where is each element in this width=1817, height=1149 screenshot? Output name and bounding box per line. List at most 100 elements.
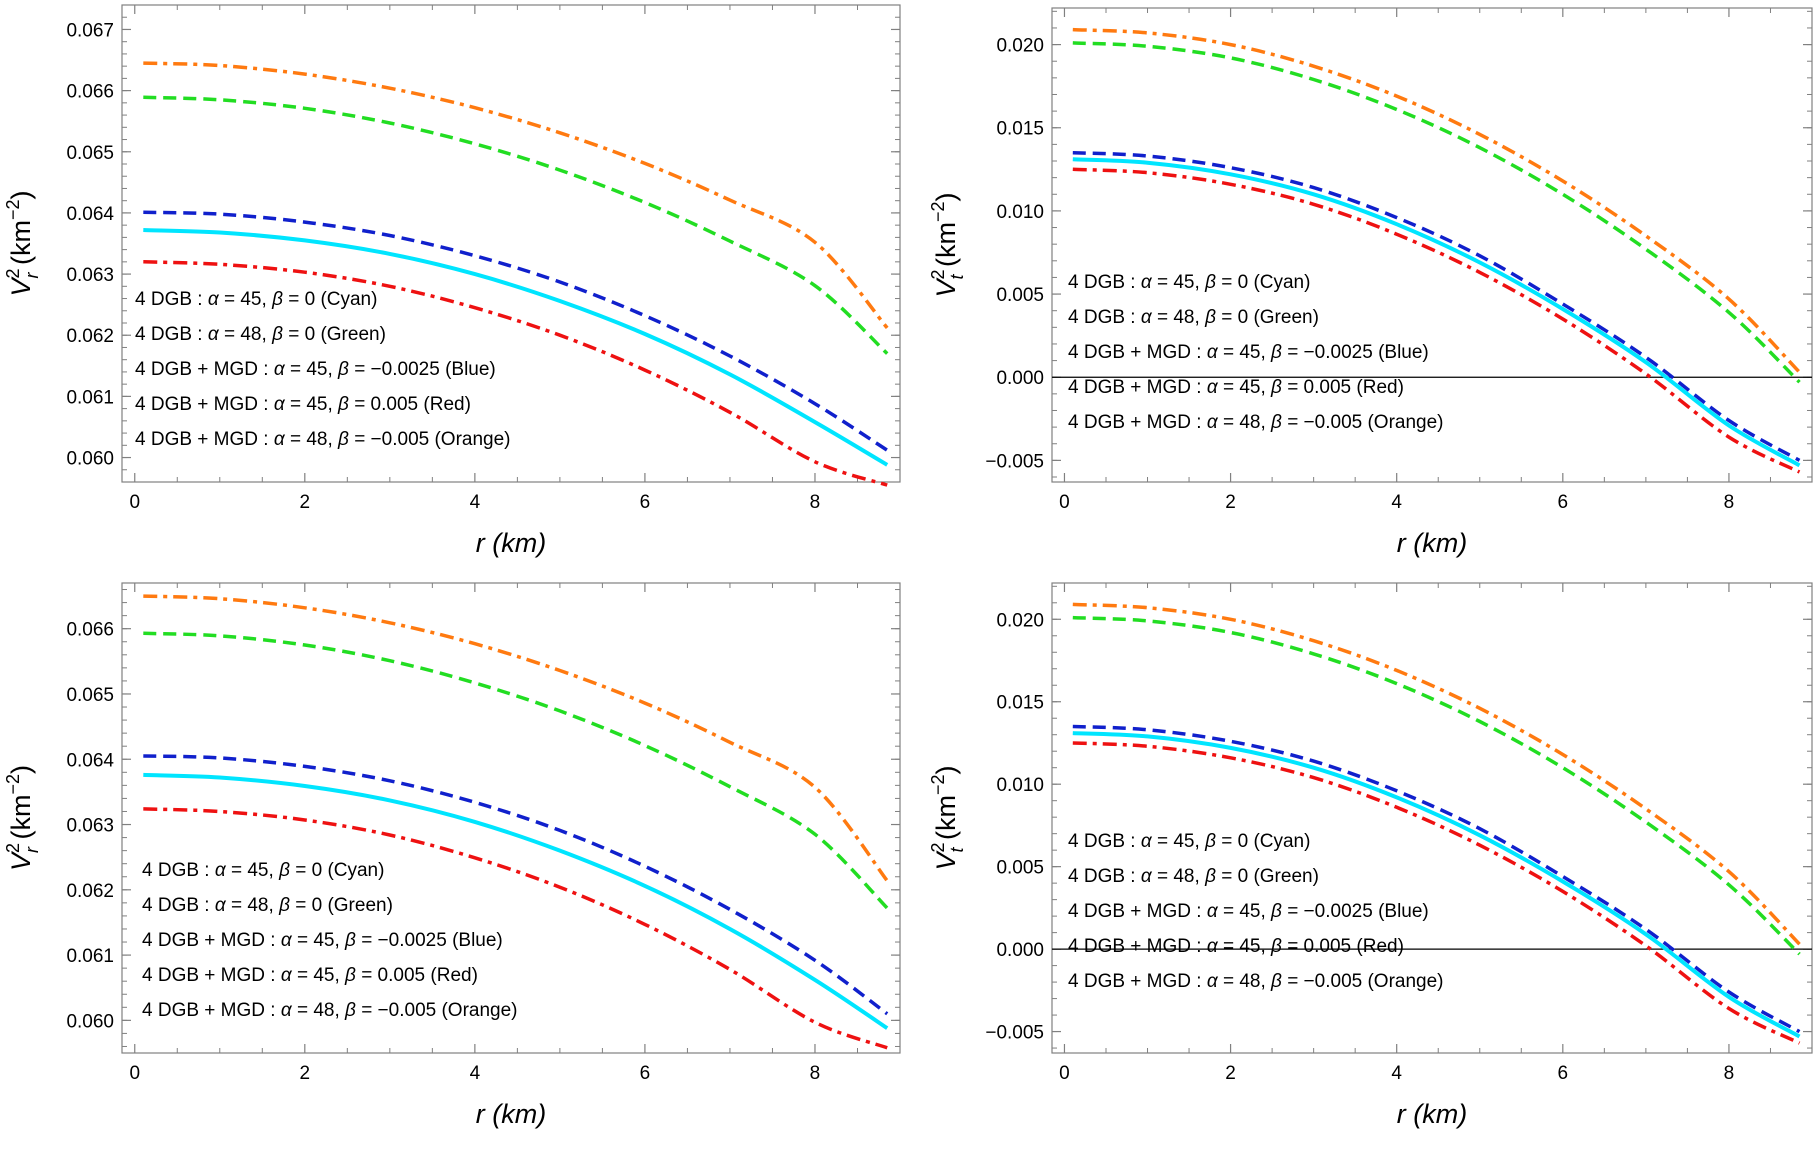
y-axis-label: V2r (km−2): [3, 765, 42, 871]
panel-top-left: 0 2 4 6 8 0.060 0.061 0.062 0.063 0.064 0.065 0.066…: [3, 4, 901, 558]
panel-bottom-right: 0 2 4 6 8 −0.005 0.000 0.005 0.010 0.015 0.020 r (k…: [928, 582, 1813, 1129]
panel-top-right: 0 2 4 6 8 −0.005 0.000 0.005 0.010 0.015 0.020 r (k…: [928, 7, 1813, 558]
legend: 4 DGB : α = 45, β = 0 (Cyan) 4 DGB : α = …: [142, 860, 518, 1021]
x-tick-label: 0: [1059, 492, 1070, 513]
series-line-green: [143, 631, 889, 910]
y-tick-label: 0.005: [996, 858, 1044, 879]
legend-entry-orange: 4 DGB + MGD : α = 48, β = −0.005 (Orange…: [1068, 971, 1444, 992]
series-line-red: [1072, 167, 1801, 474]
y-tick-label: 0.064: [66, 204, 114, 225]
legend-entry-green: 4 DGB : α = 48, β = 0 (Green): [1068, 307, 1319, 328]
x-tick-label: 2: [300, 492, 311, 513]
x-axis-label: r (km): [476, 1099, 546, 1129]
plot-frame: [1051, 582, 1813, 1054]
legend-entry-cyan: 4 DGB : α = 45, β = 0 (Cyan): [1068, 272, 1310, 293]
series-line-green: [1072, 615, 1801, 956]
x-tick-label: 4: [470, 1063, 481, 1084]
y-tick-label: 0.015: [996, 119, 1044, 140]
y-tick-label: 0.066: [66, 620, 114, 641]
y-tick-label: 0.060: [66, 1011, 114, 1032]
legend-entry-red: 4 DGB + MGD : α = 45, β = 0.005 (Red): [135, 394, 471, 415]
y-tick-label: 0.000: [996, 368, 1044, 389]
x-axis-label: r (km): [476, 528, 546, 558]
x-tick-label: 6: [1558, 492, 1569, 513]
x-tick-label: 0: [129, 492, 140, 513]
legend-entry-orange: 4 DGB + MGD : α = 48, β = −0.005 (Orange…: [135, 429, 511, 450]
x-tick-label: 8: [810, 492, 821, 513]
x-tick-label: 4: [470, 492, 481, 513]
plot-frame: [121, 4, 901, 483]
series-line-cyan: [1072, 731, 1801, 1039]
series-line-cyan: [1072, 157, 1801, 468]
legend-entry-blue: 4 DGB + MGD : α = 45, β = −0.0025 (Blue): [142, 930, 503, 951]
legend: 4 DGB : α = 45, β = 0 (Cyan) 4 DGB : α = …: [1068, 831, 1444, 992]
legend-entry-blue: 4 DGB + MGD : α = 45, β = −0.0025 (Blue): [1068, 901, 1429, 922]
y-tick-label: −0.005: [985, 1023, 1044, 1044]
series-line-cyan: [143, 228, 889, 467]
x-tick-label: 8: [810, 1063, 821, 1084]
legend-entry-blue: 4 DGB + MGD : α = 45, β = −0.0025 (Blue): [1068, 342, 1429, 363]
series-line-blue: [1072, 150, 1801, 462]
x-tick-label: 8: [1724, 492, 1735, 513]
y-tick-label: 0.020: [996, 610, 1044, 631]
legend-entry-green: 4 DGB : α = 48, β = 0 (Green): [135, 324, 386, 345]
series-line-blue: [143, 210, 889, 452]
legend-entry-orange: 4 DGB + MGD : α = 48, β = −0.005 (Orange…: [1068, 412, 1444, 433]
y-tick-label: 0.065: [66, 143, 114, 164]
y-tick-label: 0.005: [996, 285, 1044, 306]
x-tick-label: 0: [129, 1063, 140, 1084]
series-line-orange: [1072, 602, 1801, 946]
y-tick-label: 0.020: [996, 36, 1044, 57]
plot-frame: [1051, 7, 1813, 483]
x-tick-label: 6: [640, 492, 651, 513]
series-line-red: [143, 807, 888, 1050]
y-tick-label: 0.065: [66, 685, 114, 706]
series-line-cyan: [143, 772, 889, 1030]
y-tick-label: 0.060: [66, 449, 114, 470]
legend-entry-orange: 4 DGB + MGD : α = 48, β = −0.005 (Orange…: [142, 1000, 518, 1021]
x-axis-label: r (km): [1397, 528, 1467, 558]
series-line-red: [143, 260, 888, 487]
series-line-green: [1072, 41, 1801, 384]
legend-entry-blue: 4 DGB + MGD : α = 45, β = −0.0025 (Blue): [135, 359, 496, 380]
y-axis-label: V2r (km−2): [3, 190, 42, 296]
y-tick-label: 0.062: [66, 326, 114, 347]
series-line-orange: [143, 594, 889, 882]
y-axis-label: V2t (km−2): [928, 192, 967, 297]
y-tick-label: 0.063: [66, 816, 114, 837]
y-tick-label: 0.010: [996, 202, 1044, 223]
x-tick-label: 4: [1391, 1063, 1402, 1084]
legend-entry-red: 4 DGB + MGD : α = 45, β = 0.005 (Red): [1068, 377, 1404, 398]
legend-entry-red: 4 DGB + MGD : α = 45, β = 0.005 (Red): [1068, 936, 1404, 957]
y-tick-label: 0.061: [66, 387, 114, 408]
series-line-green: [143, 95, 889, 355]
legend-entry-cyan: 4 DGB : α = 45, β = 0 (Cyan): [1068, 831, 1310, 852]
x-tick-label: 8: [1724, 1063, 1735, 1084]
y-tick-label: 0.000: [996, 940, 1044, 961]
x-tick-label: 2: [300, 1063, 311, 1084]
series-line-blue: [143, 754, 889, 1016]
y-tick-label: 0.067: [66, 20, 114, 41]
x-axis-label: r (km): [1397, 1099, 1467, 1129]
series-line-orange: [143, 61, 889, 330]
y-tick-label: 0.015: [996, 693, 1044, 714]
plot-frame: [121, 582, 901, 1054]
legend-entry-red: 4 DGB + MGD : α = 45, β = 0.005 (Red): [142, 965, 478, 986]
y-axis-label: V2t (km−2): [928, 765, 967, 870]
legend-entry-cyan: 4 DGB : α = 45, β = 0 (Cyan): [142, 860, 384, 881]
series-line-orange: [1072, 27, 1801, 374]
x-tick-label: 2: [1225, 492, 1236, 513]
series-line-red: [1072, 741, 1801, 1045]
y-tick-label: 0.066: [66, 82, 114, 103]
y-tick-label: 0.063: [66, 265, 114, 286]
x-tick-label: 6: [1558, 1063, 1569, 1084]
y-tick-label: −0.005: [985, 451, 1044, 472]
x-tick-label: 4: [1391, 492, 1402, 513]
y-tick-label: 0.010: [996, 775, 1044, 796]
legend-entry-cyan: 4 DGB : α = 45, β = 0 (Cyan): [135, 289, 377, 310]
legend: 4 DGB : α = 45, β = 0 (Cyan) 4 DGB : α = …: [135, 289, 511, 450]
y-tick-label: 0.062: [66, 881, 114, 902]
y-tick-label: 0.064: [66, 750, 114, 771]
x-tick-label: 2: [1225, 1063, 1236, 1084]
